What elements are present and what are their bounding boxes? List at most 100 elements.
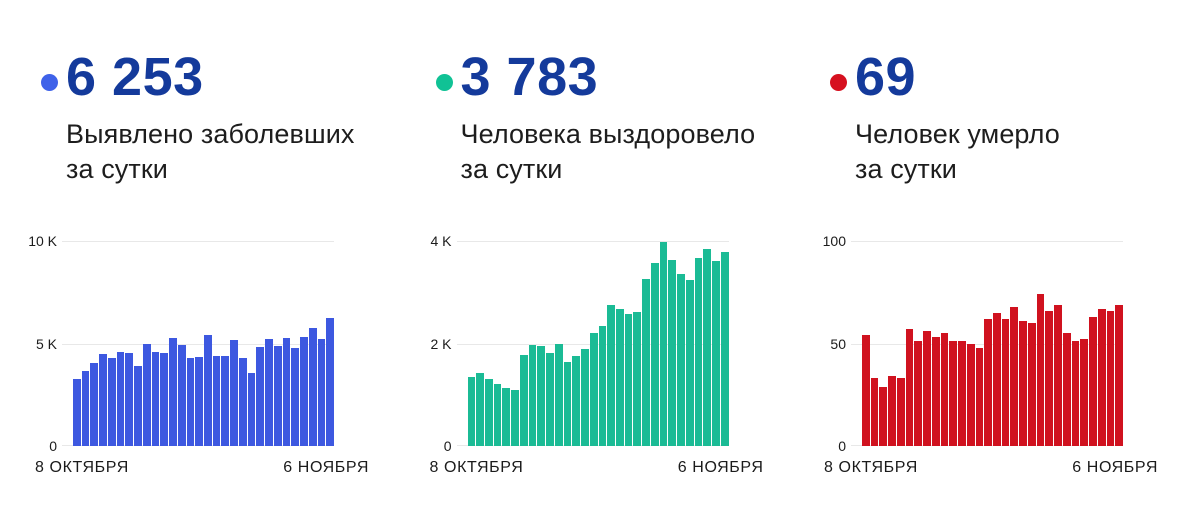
bar xyxy=(160,352,169,446)
x-axis-labels: 8 ОКТЯБРЯ 6 НОЯБРЯ xyxy=(824,459,1158,477)
bar xyxy=(134,366,142,446)
y-tick-zero: 0 xyxy=(443,438,452,454)
bar xyxy=(256,346,265,446)
bar xyxy=(116,352,125,446)
bar xyxy=(1054,304,1062,446)
y-tick-zero: 0 xyxy=(49,438,57,454)
bar xyxy=(493,384,502,446)
bar xyxy=(519,355,528,446)
bar xyxy=(958,341,966,446)
stat-value: 69 xyxy=(855,47,917,107)
bar xyxy=(221,355,230,446)
legend-dot-icon xyxy=(41,73,58,91)
bar xyxy=(308,327,317,446)
stat-title-line1: Человека выздоровело xyxy=(460,119,756,149)
bar xyxy=(720,252,729,446)
stat-title-line1: Человек умерло xyxy=(855,119,1060,149)
bar xyxy=(1071,341,1080,446)
stat-headline: 69 xyxy=(824,50,1158,104)
stat-headline: 3 783 xyxy=(430,50,764,104)
bar xyxy=(984,318,993,446)
bar xyxy=(81,370,90,446)
bar xyxy=(177,345,186,446)
bar xyxy=(879,386,888,446)
stat-panel-infected: 6 253 Выявлено заболевших за сутки 10 K … xyxy=(28,47,369,477)
bar xyxy=(502,388,511,446)
bar xyxy=(238,358,247,446)
y-tick-mid: 50 xyxy=(830,335,846,352)
bar xyxy=(677,274,685,446)
bar xyxy=(291,348,300,446)
bar xyxy=(624,313,633,446)
bar xyxy=(615,309,624,446)
bar xyxy=(282,337,291,446)
bar xyxy=(300,336,308,446)
x-label-start: 8 ОКТЯБРЯ xyxy=(35,459,129,476)
bar xyxy=(107,357,116,446)
stat-title-line1: Выявлено заболевших xyxy=(66,119,355,149)
bar xyxy=(1106,310,1115,446)
bar xyxy=(650,262,659,446)
bar xyxy=(589,333,598,446)
bar xyxy=(694,257,703,446)
bar xyxy=(1019,320,1027,446)
bar xyxy=(151,351,160,446)
x-label-end: 6 НОЯБРЯ xyxy=(677,459,764,476)
gridline-top xyxy=(851,241,1123,242)
bar xyxy=(598,325,607,446)
stat-value: 3 783 xyxy=(460,47,599,107)
y-tick-mid: 5 K xyxy=(35,335,57,352)
bar xyxy=(1045,310,1054,446)
y-tick-top: 10 K xyxy=(28,233,57,249)
x-label-end: 6 НОЯБРЯ xyxy=(283,459,369,476)
bar xyxy=(931,337,940,446)
bar xyxy=(993,312,1001,446)
bar xyxy=(642,278,650,446)
bar xyxy=(546,352,554,446)
bar xyxy=(685,279,694,446)
bar xyxy=(467,377,476,446)
bars-group xyxy=(862,241,1124,446)
y-tick-zero: 0 xyxy=(838,438,846,454)
stat-panel-recovered: 3 783 Человека выздоровело за сутки 4 K … xyxy=(430,50,764,477)
stat-title: Человека выздоровело за сутки xyxy=(461,117,764,187)
bar xyxy=(73,379,81,446)
bar xyxy=(712,261,720,446)
bar xyxy=(703,248,712,446)
bar xyxy=(142,343,151,446)
bar xyxy=(476,372,484,446)
x-label-start: 8 ОКТЯБРЯ xyxy=(429,459,524,476)
bar xyxy=(1115,304,1124,446)
bar-chart-deaths: 100 50 0 xyxy=(823,234,1124,453)
gridline-top xyxy=(62,241,334,242)
bar xyxy=(1097,308,1106,446)
stat-title-line2: за сутки xyxy=(855,154,957,184)
bar xyxy=(1080,339,1089,446)
bar xyxy=(659,242,668,446)
stat-title-line2: за сутки xyxy=(66,154,168,184)
bar-chart-infected: 10 K 5 K 0 xyxy=(28,234,335,453)
bar xyxy=(484,379,493,446)
bar xyxy=(265,338,273,446)
y-tick-mid: 2 K xyxy=(430,335,452,352)
bar xyxy=(572,356,581,446)
bar xyxy=(186,357,195,446)
stat-value: 6 253 xyxy=(66,47,204,107)
bar xyxy=(940,333,949,446)
bar xyxy=(326,317,335,446)
gridline-top xyxy=(456,241,729,242)
bar xyxy=(633,311,642,446)
bar xyxy=(537,345,546,446)
dashboard: 6 253 Выявлено заболевших за сутки 10 K … xyxy=(28,47,1158,477)
bar xyxy=(563,361,572,446)
bar xyxy=(949,341,958,446)
stat-panel-deaths: 69 Человек умерло за сутки 100 50 0 8 ОК… xyxy=(823,50,1158,477)
bar xyxy=(668,259,677,446)
bar xyxy=(195,356,204,446)
y-tick-top: 4 K xyxy=(430,233,452,249)
bar xyxy=(914,341,923,446)
bar xyxy=(923,331,931,446)
bar xyxy=(975,347,984,446)
bar xyxy=(169,337,177,446)
bar xyxy=(1010,306,1019,446)
